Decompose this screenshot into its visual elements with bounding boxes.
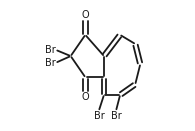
Text: Br: Br (111, 111, 121, 121)
Text: Br: Br (94, 111, 104, 121)
Text: O: O (82, 92, 89, 102)
Text: Br: Br (45, 58, 56, 68)
Text: O: O (82, 10, 89, 20)
Text: Br: Br (45, 45, 56, 55)
